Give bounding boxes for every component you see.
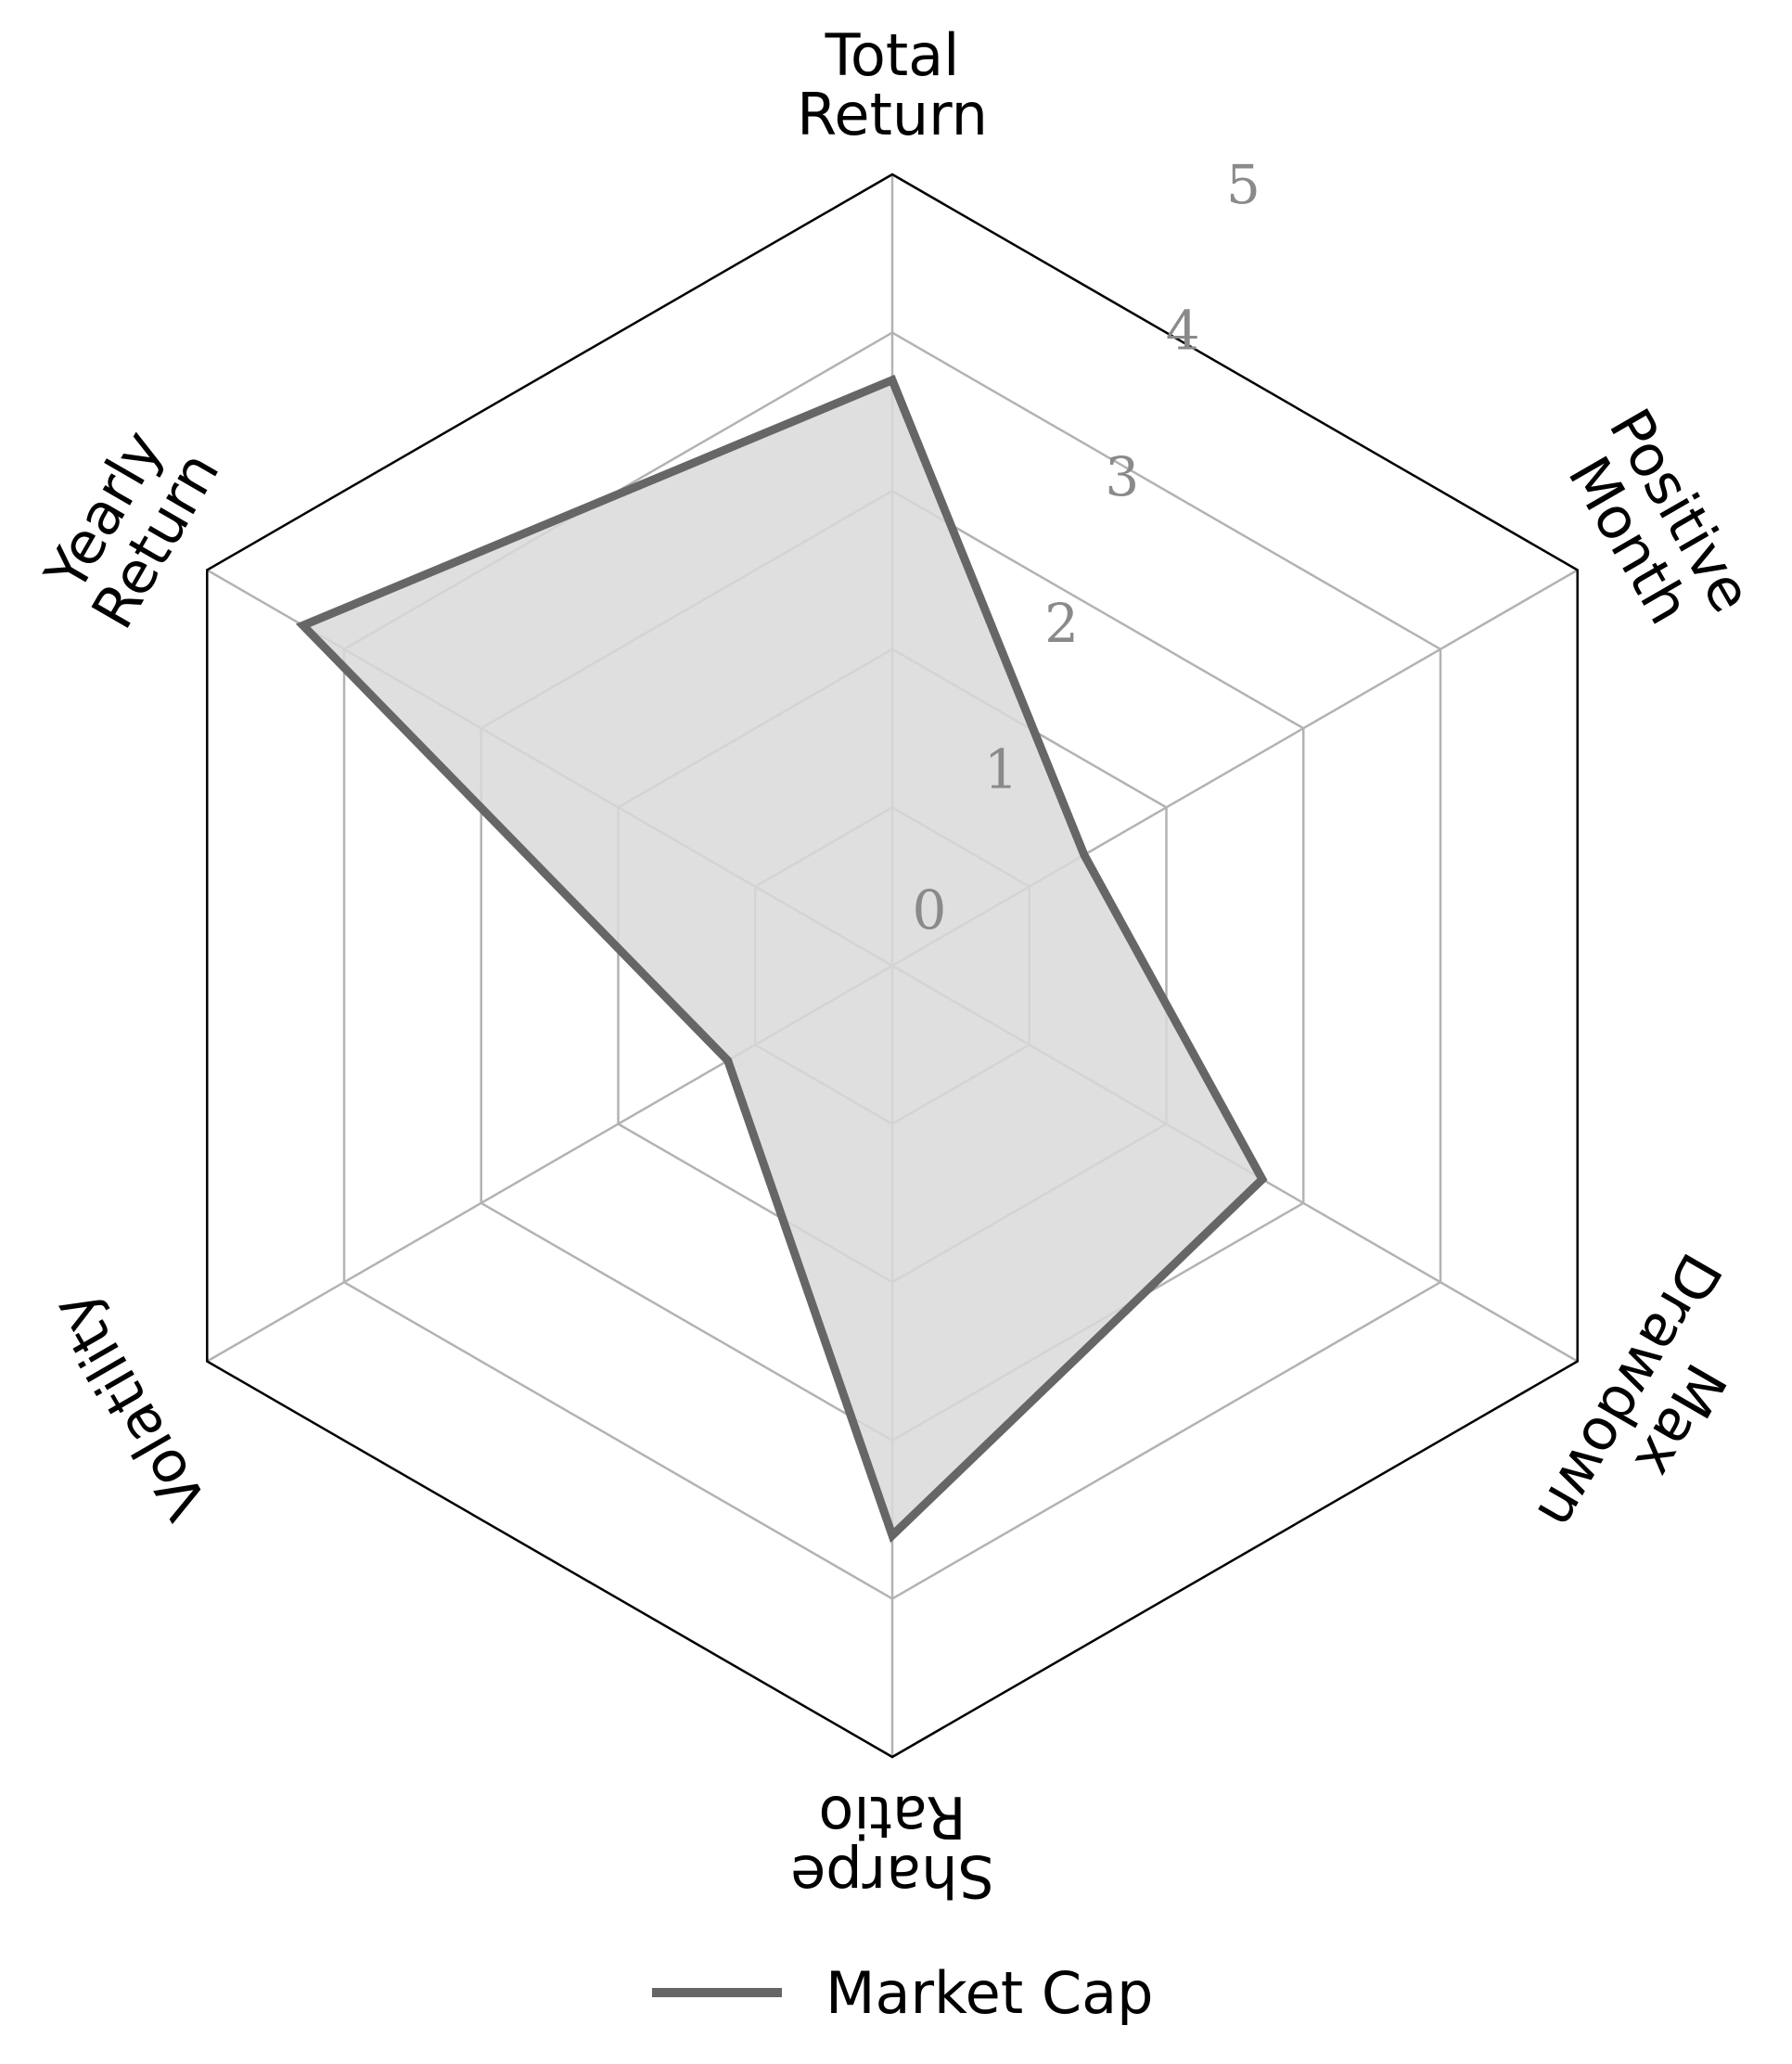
axis-label-line-3-1: Ratio: [818, 1783, 966, 1851]
tick-label-3: 3: [1105, 445, 1139, 508]
axis-label-line-4-0: Volatility: [38, 1282, 221, 1531]
legend: Market Cap: [652, 1959, 1153, 2027]
tick-label-4: 4: [1166, 300, 1200, 363]
axis-label-line-3-0: Sharpe: [790, 1842, 994, 1910]
series-layer: [295, 374, 1268, 1544]
series-area-0: [302, 379, 1262, 1536]
tick-label-0: 0: [913, 878, 947, 942]
tick-label-5: 5: [1226, 153, 1261, 216]
tick-label-1: 1: [984, 737, 1018, 801]
radar-frame: [206, 173, 1579, 1759]
tick-label-2: 2: [1044, 592, 1079, 655]
legend-label-0: Market Cap: [826, 1959, 1153, 2027]
axis-label-4: Volatility: [38, 1282, 221, 1531]
axis-label-line-0-1: Return: [797, 81, 988, 148]
axis-label-line-0-0: Total: [825, 21, 960, 89]
tick-layer: 0 1 2 3 4 5: [913, 153, 1261, 942]
